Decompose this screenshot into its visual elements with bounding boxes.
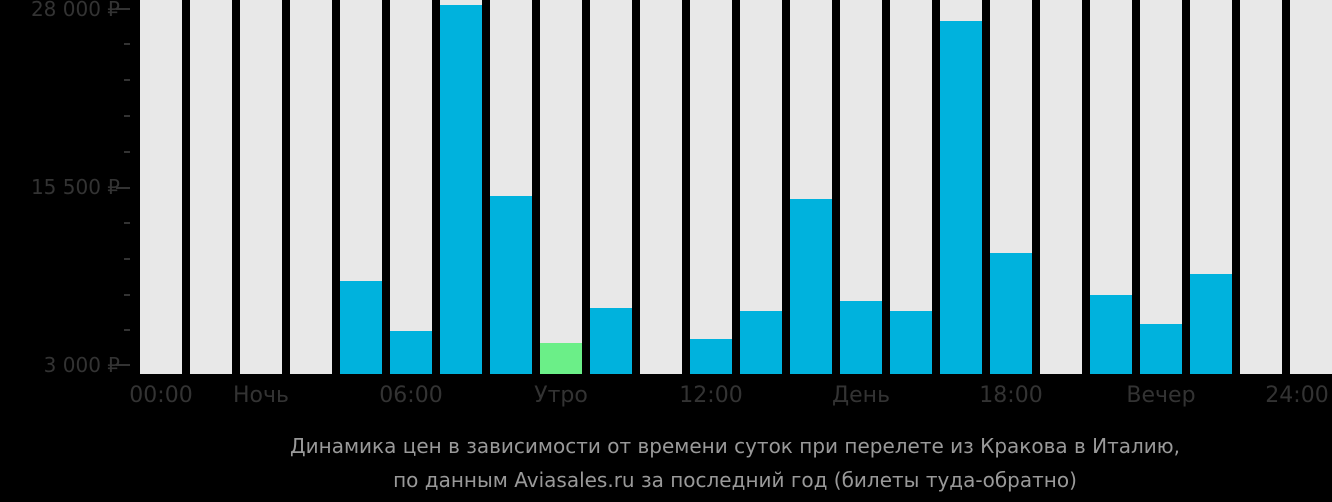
hour-column-07 xyxy=(490,0,532,374)
y-tick-major xyxy=(116,187,130,189)
y-tick-minor xyxy=(124,222,130,224)
price-bar[interactable] xyxy=(740,311,782,374)
hour-column-16 xyxy=(940,0,982,374)
hour-column-01 xyxy=(190,0,232,374)
y-label-3000: 3 000 ₽ xyxy=(43,353,120,377)
chart-caption-line-1: Динамика цен в зависимости от времени су… xyxy=(290,434,1180,458)
y-tick-minor xyxy=(124,329,130,331)
hour-column-04 xyxy=(340,0,382,374)
price-bar[interactable] xyxy=(590,308,632,374)
price-bar[interactable] xyxy=(390,331,432,374)
price-bar[interactable] xyxy=(340,280,382,374)
y-tick-major xyxy=(116,8,130,10)
x-label-2400: 24:00 xyxy=(1265,383,1329,408)
hour-column-03 xyxy=(290,0,332,374)
x-label-0000: 00:00 xyxy=(129,383,193,408)
y-label-15500: 15 500 ₽ xyxy=(30,175,120,199)
hour-column-10 xyxy=(640,0,682,374)
hour-column-05 xyxy=(390,0,432,374)
y-tick-minor xyxy=(124,151,130,153)
price-bar[interactable] xyxy=(1190,274,1232,374)
price-bar[interactable] xyxy=(840,301,882,374)
hour-column-13 xyxy=(790,0,832,374)
x-label-night: Ночь xyxy=(233,383,289,408)
y-label-28000: 28 000 ₽ xyxy=(30,0,120,21)
hour-column-06 xyxy=(440,0,482,374)
x-label-1800: 18:00 xyxy=(979,383,1043,408)
hour-column-21 xyxy=(1190,0,1232,374)
y-tick-minor xyxy=(124,43,130,45)
hour-column-20 xyxy=(1140,0,1182,374)
hour-column-23 xyxy=(1290,0,1332,374)
hour-column-19 xyxy=(1090,0,1132,374)
hour-column-17 xyxy=(990,0,1032,374)
price-bar[interactable] xyxy=(790,199,832,374)
chart-caption-line-2: по данным Aviasales.ru за последний год … xyxy=(393,468,1077,492)
hour-column-12 xyxy=(740,0,782,374)
price-bar[interactable] xyxy=(1090,295,1132,374)
price-bar[interactable] xyxy=(940,21,982,374)
price-bar-cheapest[interactable] xyxy=(540,343,582,374)
y-tick-minor xyxy=(124,79,130,81)
hour-column-02 xyxy=(240,0,282,374)
price-bar[interactable] xyxy=(690,339,732,374)
hour-column-22 xyxy=(1240,0,1282,374)
y-tick-minor xyxy=(124,258,130,260)
y-tick-minor xyxy=(124,294,130,296)
x-label-0600: 06:00 xyxy=(379,383,443,408)
hour-column-11 xyxy=(690,0,732,374)
hour-column-00 xyxy=(140,0,182,374)
x-label-evening: Вечер xyxy=(1126,383,1196,408)
y-tick-minor xyxy=(124,115,130,117)
hour-column-08 xyxy=(540,0,582,374)
price-bar[interactable] xyxy=(990,252,1032,374)
x-label-day: День xyxy=(831,383,891,408)
x-label-1200: 12:00 xyxy=(679,383,743,408)
price-bar[interactable] xyxy=(890,311,932,374)
hour-column-09 xyxy=(590,0,632,374)
hour-column-18 xyxy=(1040,0,1082,374)
y-tick-major xyxy=(116,364,130,366)
price-bar[interactable] xyxy=(1140,323,1182,374)
hour-column-15 xyxy=(890,0,932,374)
price-bar[interactable] xyxy=(490,196,532,374)
price-bar[interactable] xyxy=(440,4,482,374)
x-label-morning: Утро xyxy=(534,383,588,408)
hour-column-14 xyxy=(840,0,882,374)
